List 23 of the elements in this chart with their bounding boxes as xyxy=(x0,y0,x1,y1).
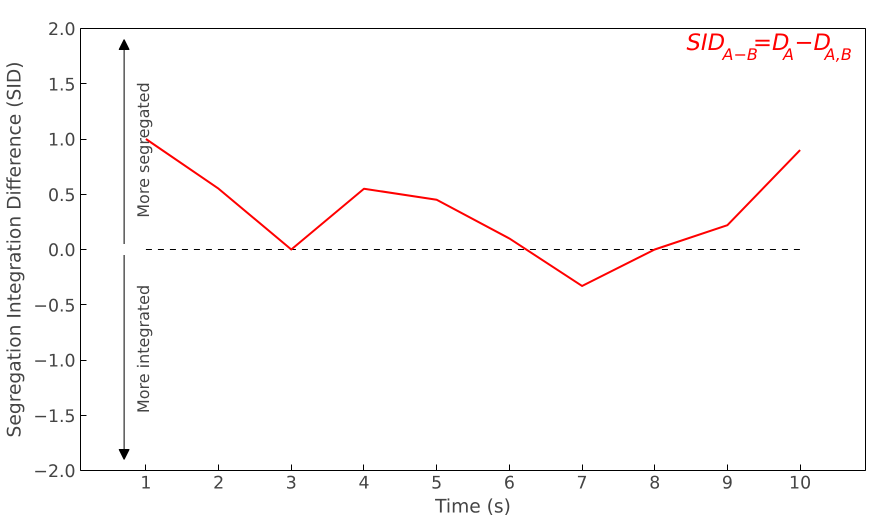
x-tick-label: 9 xyxy=(722,474,733,494)
y-tick-label: 1.0 xyxy=(48,130,76,150)
annotation: More integrated xyxy=(134,284,154,414)
y-tick-label: 2.0 xyxy=(48,20,76,40)
y-tick-label: 1.5 xyxy=(48,75,76,96)
x-tick-label: 6 xyxy=(504,474,515,494)
x-axis-title: Time (s) xyxy=(434,496,511,518)
x-tick-label: 7 xyxy=(576,474,588,494)
x-tick-label: 1 xyxy=(140,474,152,494)
y-tick-label: −1.0 xyxy=(33,352,76,372)
x-tick-label: 5 xyxy=(431,474,442,494)
y-tick-label: 0.0 xyxy=(48,241,76,261)
x-tick-label: 4 xyxy=(358,474,370,494)
y-tick-label: −1.5 xyxy=(33,406,76,427)
annotation: More segregated xyxy=(134,82,154,218)
x-tick-label: 3 xyxy=(286,474,297,494)
x-tick-label: 10 xyxy=(789,474,812,494)
y-tick-label: −2.0 xyxy=(33,462,76,482)
x-tick-label: 8 xyxy=(649,474,660,494)
y-axis-title: Segregation Integration Difference (SID) xyxy=(4,62,26,438)
x-tick-label: 2 xyxy=(213,474,224,494)
y-tick-label: −0.5 xyxy=(33,296,76,316)
y-tick-label: 0.5 xyxy=(48,186,76,206)
